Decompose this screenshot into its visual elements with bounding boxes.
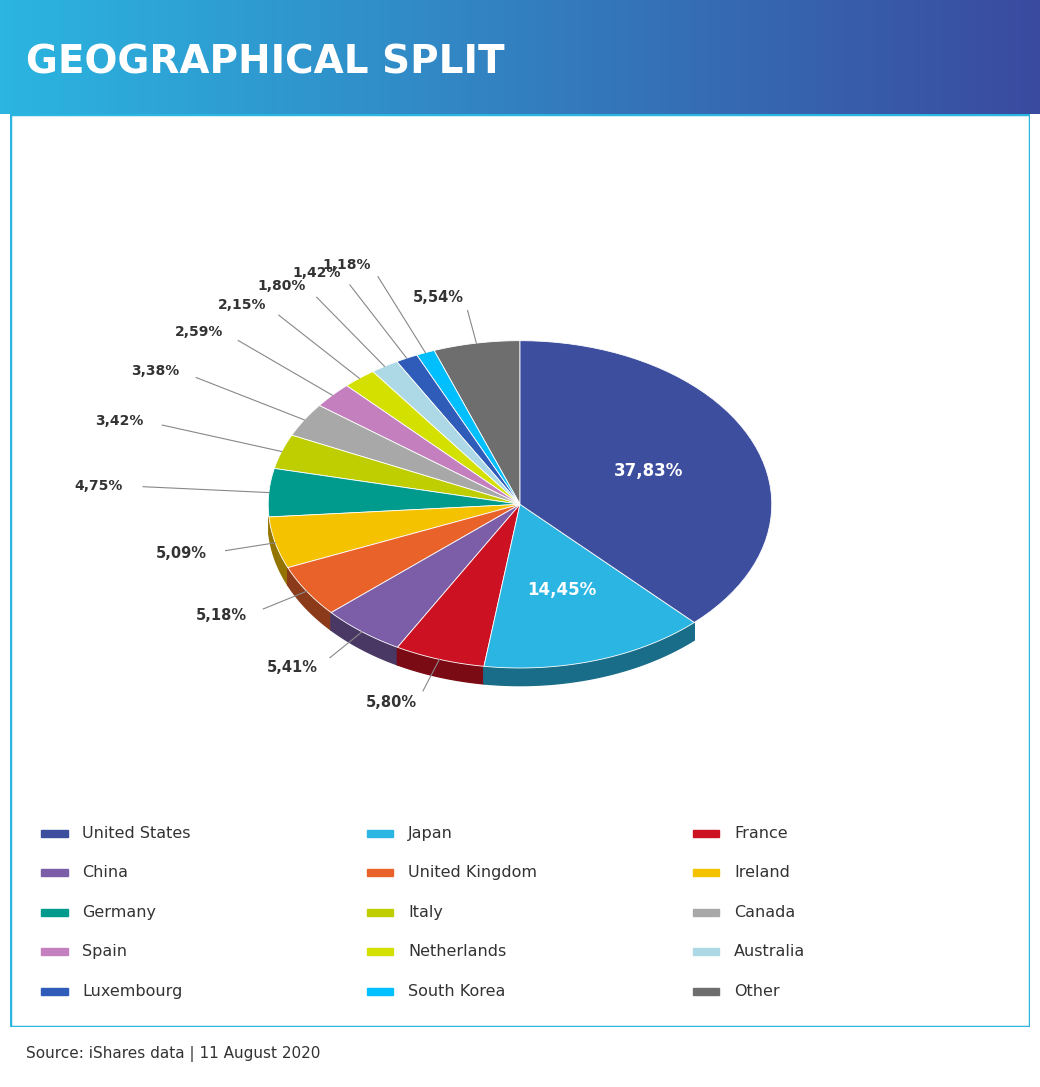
Text: Luxembourg: Luxembourg bbox=[82, 984, 183, 999]
Bar bbox=[41, 829, 68, 837]
Polygon shape bbox=[288, 504, 520, 585]
Bar bbox=[41, 988, 68, 995]
Text: 37,83%: 37,83% bbox=[614, 462, 683, 479]
Polygon shape bbox=[268, 468, 520, 517]
Polygon shape bbox=[397, 648, 484, 684]
Text: South Korea: South Korea bbox=[408, 984, 505, 999]
Polygon shape bbox=[397, 504, 520, 665]
Polygon shape bbox=[269, 504, 520, 535]
Bar bbox=[367, 988, 393, 995]
Text: 14,45%: 14,45% bbox=[527, 582, 597, 599]
Polygon shape bbox=[331, 504, 520, 648]
Text: 2,59%: 2,59% bbox=[175, 325, 224, 339]
Polygon shape bbox=[331, 613, 397, 665]
Text: Germany: Germany bbox=[82, 904, 156, 920]
Polygon shape bbox=[288, 567, 331, 630]
Bar bbox=[693, 949, 720, 955]
Text: China: China bbox=[82, 865, 128, 880]
Polygon shape bbox=[396, 355, 520, 504]
Polygon shape bbox=[397, 504, 520, 665]
Polygon shape bbox=[269, 504, 520, 567]
Bar bbox=[367, 949, 393, 955]
Text: 5,18%: 5,18% bbox=[196, 608, 246, 623]
Text: 2,15%: 2,15% bbox=[217, 298, 266, 312]
Polygon shape bbox=[372, 362, 520, 504]
Text: Japan: Japan bbox=[408, 826, 453, 841]
Bar bbox=[367, 870, 393, 876]
Polygon shape bbox=[434, 340, 520, 504]
Text: 3,42%: 3,42% bbox=[95, 414, 144, 428]
Text: United Kingdom: United Kingdom bbox=[408, 865, 537, 880]
Bar bbox=[693, 909, 720, 916]
Polygon shape bbox=[397, 504, 520, 666]
Text: Other: Other bbox=[734, 984, 780, 999]
Polygon shape bbox=[269, 517, 288, 585]
Bar bbox=[693, 988, 720, 995]
Bar bbox=[367, 909, 393, 916]
Polygon shape bbox=[292, 405, 520, 504]
Bar bbox=[693, 829, 720, 837]
Polygon shape bbox=[288, 504, 520, 613]
Text: France: France bbox=[734, 826, 787, 841]
Polygon shape bbox=[520, 504, 695, 640]
Text: 5,54%: 5,54% bbox=[413, 290, 464, 305]
Text: Netherlands: Netherlands bbox=[408, 945, 506, 960]
Text: 1,42%: 1,42% bbox=[292, 266, 341, 280]
Bar bbox=[41, 949, 68, 955]
Polygon shape bbox=[275, 435, 520, 504]
Text: 1,80%: 1,80% bbox=[258, 279, 306, 293]
Bar bbox=[693, 870, 720, 876]
Text: 5,41%: 5,41% bbox=[267, 660, 318, 675]
Polygon shape bbox=[288, 504, 520, 585]
Text: Australia: Australia bbox=[734, 945, 805, 960]
Bar bbox=[41, 870, 68, 876]
Polygon shape bbox=[484, 504, 520, 684]
Polygon shape bbox=[331, 504, 520, 630]
Polygon shape bbox=[484, 623, 695, 686]
Polygon shape bbox=[484, 504, 520, 684]
Text: 1,18%: 1,18% bbox=[322, 258, 370, 272]
Polygon shape bbox=[346, 372, 520, 504]
Text: United States: United States bbox=[82, 826, 190, 841]
Text: Italy: Italy bbox=[408, 904, 443, 920]
Text: Spain: Spain bbox=[82, 945, 127, 960]
Polygon shape bbox=[319, 386, 520, 504]
Bar bbox=[41, 909, 68, 916]
Text: Source: iShares data | 11 August 2020: Source: iShares data | 11 August 2020 bbox=[26, 1046, 320, 1062]
Polygon shape bbox=[484, 504, 695, 669]
Text: Ireland: Ireland bbox=[734, 865, 789, 880]
Text: 3,38%: 3,38% bbox=[131, 364, 179, 378]
Bar bbox=[367, 829, 393, 837]
Text: GEOGRAPHICAL SPLIT: GEOGRAPHICAL SPLIT bbox=[26, 43, 504, 82]
Text: Canada: Canada bbox=[734, 904, 796, 920]
Polygon shape bbox=[331, 504, 520, 630]
Text: 5,09%: 5,09% bbox=[156, 546, 207, 561]
Polygon shape bbox=[520, 340, 772, 623]
Text: 5,80%: 5,80% bbox=[366, 696, 417, 710]
Text: 4,75%: 4,75% bbox=[75, 478, 123, 492]
Polygon shape bbox=[417, 350, 520, 504]
